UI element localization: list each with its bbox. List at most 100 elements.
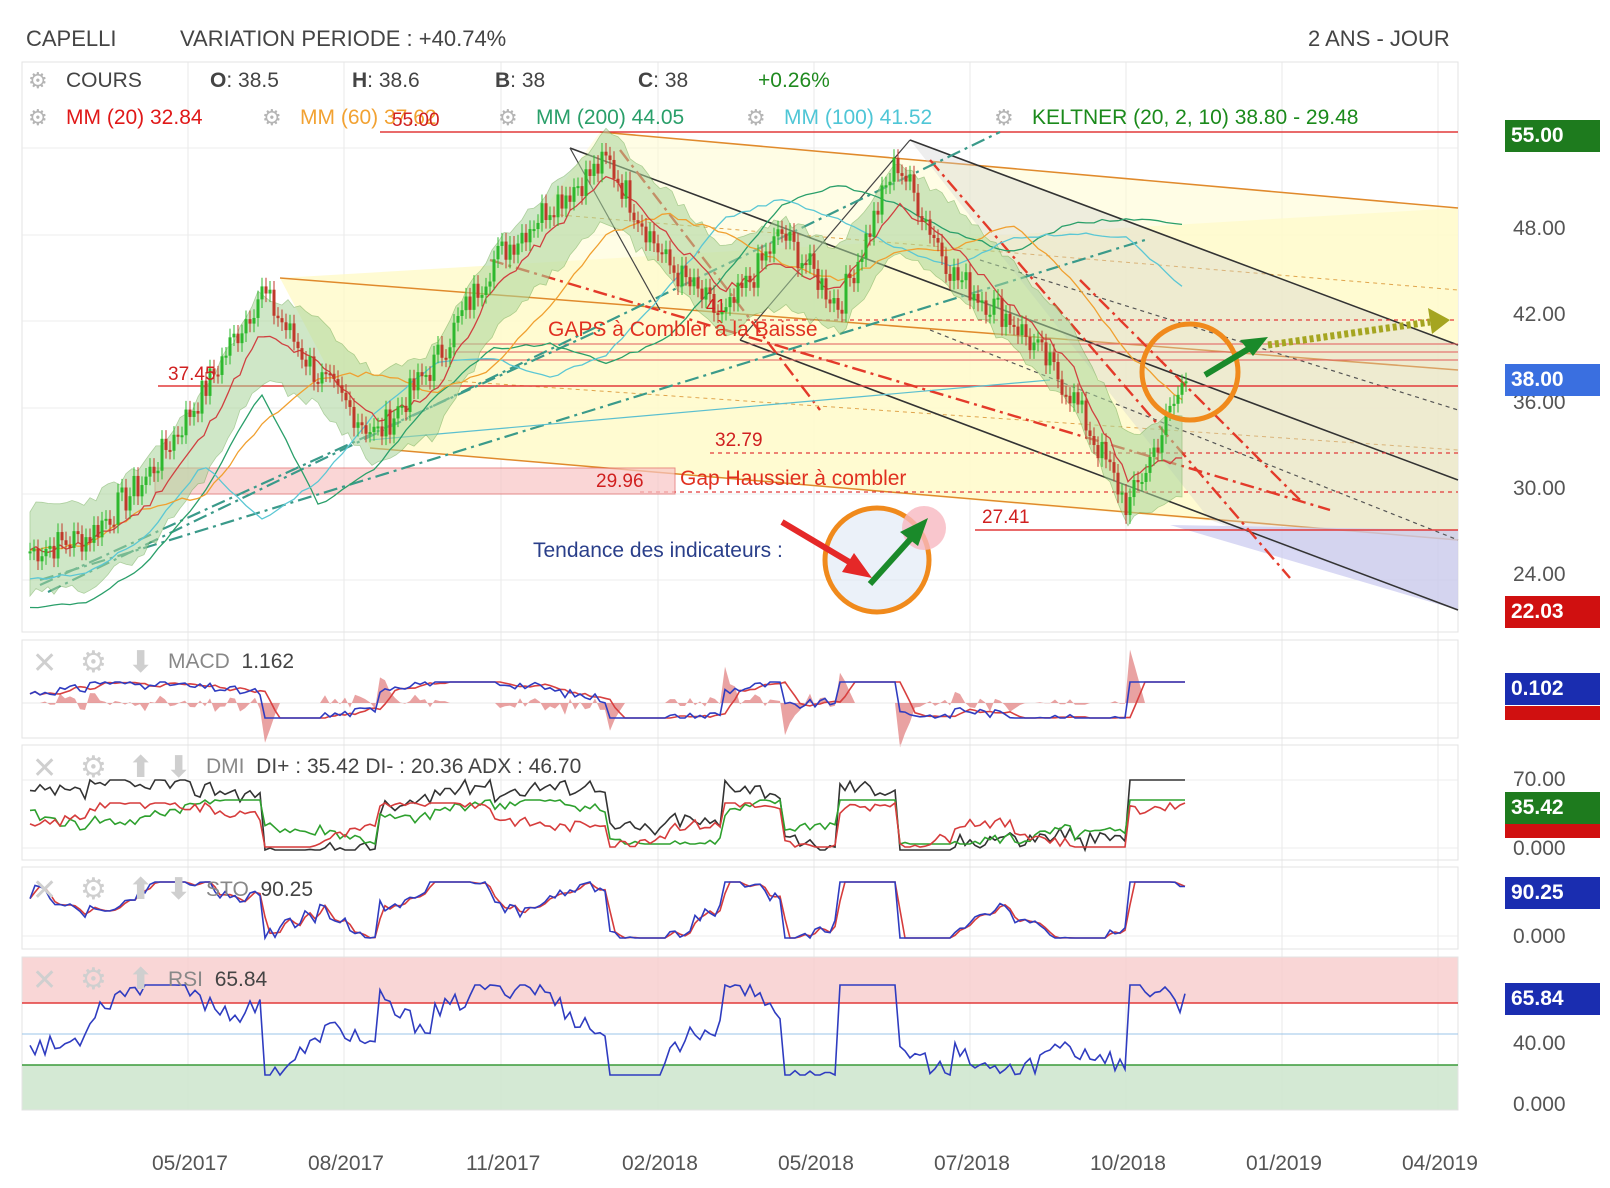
rsi-tick-40: 40.00 (1513, 1032, 1566, 1055)
candle-body (620, 182, 624, 199)
candle-body (492, 259, 496, 282)
candle-body (148, 466, 152, 477)
candle-body (456, 315, 460, 323)
candle-body (1052, 352, 1056, 363)
candle-body (1124, 492, 1128, 516)
cours-gear-icon[interactable]: ⚙ (28, 68, 48, 93)
candle-body (716, 312, 720, 315)
candle-body (844, 273, 848, 314)
mm200-gear-icon[interactable]: ⚙ (498, 105, 518, 130)
dmi-tick-70: 70.00 (1513, 768, 1566, 791)
candle-body (884, 185, 888, 188)
sto-gear-icon[interactable]: ⚙ (80, 873, 107, 906)
candle-body (1104, 441, 1108, 460)
candle-body (440, 344, 444, 358)
candle-body (916, 192, 920, 217)
keltner-gear-icon[interactable]: ⚙ (994, 105, 1014, 130)
candle-body (48, 545, 52, 549)
candle-body (1048, 352, 1052, 366)
candle-body (1036, 339, 1040, 343)
candle-body (344, 392, 348, 401)
candle-body (124, 487, 128, 511)
macd-gear-icon[interactable]: ⚙ (80, 646, 107, 679)
candle-body (360, 422, 364, 426)
mm60-label: MM (60) 37.62 (300, 106, 437, 129)
candle-body (856, 261, 860, 284)
gaps-baisse-label: GAPS à Combler à la Baisse (548, 318, 818, 341)
mm20-gear-icon[interactable]: ⚙ (28, 105, 48, 130)
candle-body (232, 333, 236, 338)
candle-body (152, 466, 156, 474)
candle-body (444, 357, 448, 360)
candle-body (828, 299, 832, 304)
candle-body (56, 532, 60, 559)
candle-body (548, 215, 552, 221)
candle-body (876, 210, 880, 215)
change-value: +0.26% (758, 69, 830, 92)
candle-body (544, 203, 548, 221)
candle-body (704, 287, 708, 300)
dmi-gear-icon[interactable]: ⚙ (80, 751, 107, 784)
sto-move-up-icon[interactable]: ⬆ (128, 873, 154, 906)
mm60-gear-icon[interactable]: ⚙ (262, 105, 282, 130)
candle-body (956, 267, 960, 281)
candle-body (452, 322, 456, 348)
dmi-move-up-icon[interactable]: ⬆ (128, 751, 154, 784)
candle-body (596, 163, 600, 174)
level-4145-label: 41 (706, 296, 727, 316)
candle-body (692, 277, 696, 287)
mm100-gear-icon[interactable]: ⚙ (746, 105, 766, 130)
candle-body (384, 409, 388, 437)
candle-body (928, 219, 932, 235)
candle-body (68, 544, 72, 548)
candle-body (552, 215, 556, 218)
candle-body (532, 229, 536, 232)
candle-body (508, 244, 512, 260)
dmi-move-down-icon[interactable]: ⬇ (166, 751, 192, 784)
candle-body (996, 297, 1000, 300)
rsi-move-up-icon[interactable]: ⬆ (128, 963, 154, 996)
candle-body (720, 311, 724, 315)
green-arrow-price (1203, 342, 1257, 378)
sto-close-icon[interactable]: ✕ (32, 874, 58, 907)
candle-body (196, 410, 200, 414)
candle-body (628, 180, 632, 213)
candle-body (348, 400, 352, 407)
candle-body (736, 282, 740, 303)
candle-body (420, 372, 424, 377)
candle-body (184, 409, 188, 436)
period-selector[interactable]: 2 ANS - JOUR (1308, 26, 1450, 51)
macd-move-down-icon[interactable]: ⬇ (128, 646, 154, 679)
variation-label: VARIATION PERIODE : +40.74% (180, 26, 507, 51)
rsi-close-icon[interactable]: ✕ (32, 964, 58, 997)
sto-move-down-icon[interactable]: ⬇ (166, 873, 192, 906)
candle-body (144, 476, 148, 486)
macd-close-icon[interactable]: ✕ (32, 647, 58, 680)
candle-body (404, 405, 408, 413)
candle-body (976, 293, 980, 303)
candle-body (864, 233, 868, 259)
rsi-oversold-zone (22, 1065, 1458, 1110)
candle-body (76, 531, 80, 535)
candle-body (128, 496, 132, 511)
candle-body (228, 337, 232, 356)
di-plus-line (29, 798, 1185, 846)
dmi-box-underlay (1505, 822, 1600, 838)
dmi-close-icon[interactable]: ✕ (32, 752, 58, 785)
candle-body (516, 243, 520, 255)
candle-body (788, 231, 792, 241)
candle-body (600, 151, 604, 174)
sto-k-line (29, 881, 1186, 941)
candle-body (188, 409, 192, 417)
rsi-gear-icon[interactable]: ⚙ (80, 963, 107, 996)
open-value: O: 38.5 (210, 69, 279, 92)
candle-body (500, 241, 504, 246)
candle-body (396, 406, 400, 419)
candle-body (668, 249, 672, 266)
sto-label: STO 90.25 (206, 878, 314, 901)
candle-body (680, 265, 684, 287)
cours-label: COURS (66, 69, 142, 92)
dmi-tick-0: 0.000 (1513, 837, 1566, 860)
candle-body (204, 380, 208, 396)
date-tick: 02/2018 (622, 1152, 698, 1175)
